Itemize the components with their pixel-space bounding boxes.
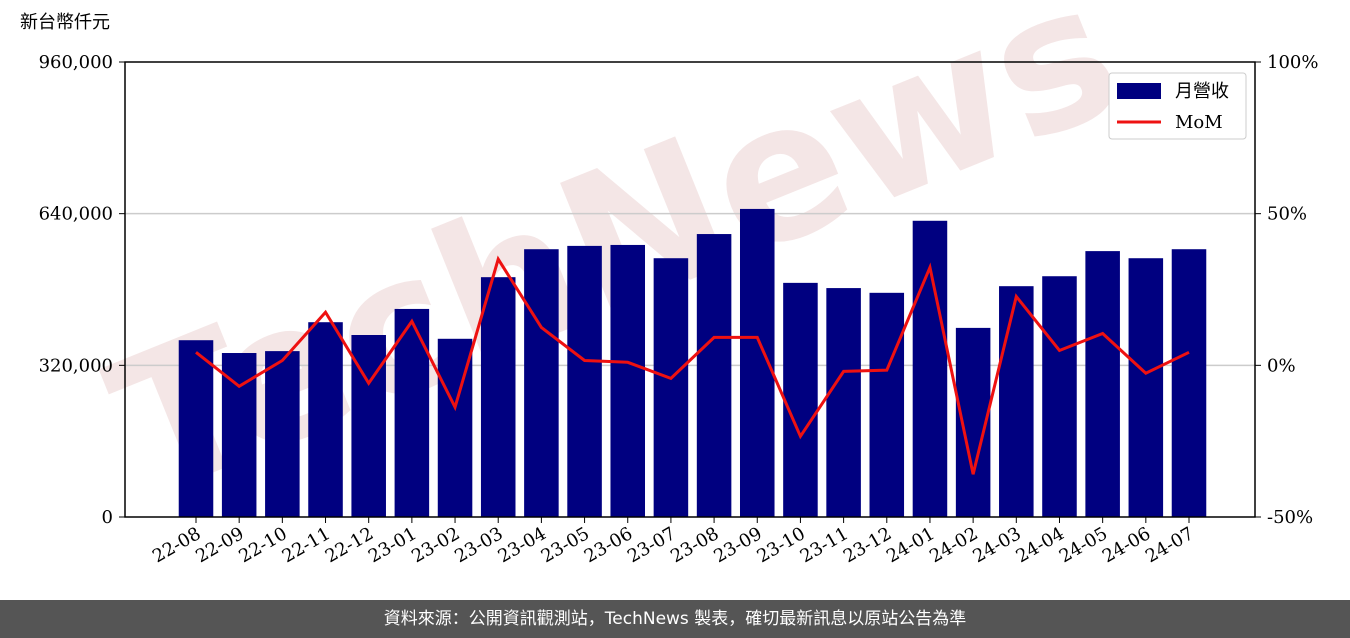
x-tick-label: 22-11 [279, 523, 334, 567]
legend-label: MoM [1175, 112, 1223, 133]
x-tick-label: 24-04 [1013, 523, 1068, 567]
x-tick-label: 24-05 [1056, 523, 1111, 567]
x-tick-label: 22-09 [192, 523, 247, 567]
bar [308, 322, 343, 517]
x-tick-label: 23-08 [667, 523, 722, 567]
x-tick-label: 23-01 [365, 523, 420, 567]
y2-tick-label: 0% [1267, 355, 1296, 376]
plot-frame [124, 61, 1256, 518]
x-tick-label: 24-06 [1099, 523, 1154, 567]
x-tick-label: 24-03 [969, 523, 1024, 567]
y2-tick-label: 100% [1267, 52, 1318, 73]
y-tick-label: 960,000 [39, 52, 113, 73]
bar [610, 244, 646, 517]
x-tick-label: 22-10 [235, 523, 290, 567]
bar [696, 234, 732, 517]
x-tick-label: 23-02 [408, 523, 463, 567]
x-tick-label: 23-07 [624, 523, 679, 567]
line [195, 255, 1190, 475]
bar [1128, 258, 1164, 517]
chart: 新台幣仟元 TechNews0320,000640,000960,000-50%… [20, 0, 1318, 567]
y-tick-label: 640,000 [39, 204, 113, 225]
legend-swatch [1117, 83, 1161, 99]
bar [567, 245, 602, 518]
bar [826, 288, 861, 517]
x-tick-label: 23-12 [840, 523, 895, 567]
x-tick-label: 23-09 [710, 523, 765, 567]
x-tick-label: 23-06 [581, 523, 636, 567]
bar [265, 351, 300, 517]
footer: 資料來源：公開資訊觀測站，TechNews 製表，確切最新訊息以原站公告為準 [0, 600, 1350, 638]
y2-tick-label: -50% [1267, 507, 1313, 528]
y2-tick-label: 50% [1267, 204, 1307, 225]
y-tick-label: 0 [102, 507, 113, 528]
y-axis-label: 新台幣仟元 [20, 12, 110, 33]
x-tick-label: 23-04 [494, 523, 549, 567]
bar [783, 282, 818, 517]
x-tick-label: 23-05 [538, 523, 593, 567]
bar [1042, 276, 1077, 517]
bar [178, 340, 214, 517]
bar [869, 292, 905, 517]
x-tick-label: 23-03 [451, 523, 506, 567]
bar [524, 249, 559, 517]
bar [1085, 251, 1120, 517]
x-tick-label: 24-02 [926, 523, 981, 567]
y-tick-label: 320,000 [39, 355, 113, 376]
bar [653, 258, 689, 517]
x-tick-label: 23-10 [753, 523, 808, 567]
legend-label: 月營收 [1175, 81, 1229, 102]
x-tick-label: 23-11 [797, 523, 852, 567]
bar [999, 286, 1034, 517]
x-tick-label: 24-07 [1142, 523, 1197, 567]
bar [1171, 249, 1207, 517]
bar [480, 277, 516, 517]
x-tick-label: 24-01 [883, 523, 938, 567]
x-tick-label: 22-12 [322, 523, 377, 567]
